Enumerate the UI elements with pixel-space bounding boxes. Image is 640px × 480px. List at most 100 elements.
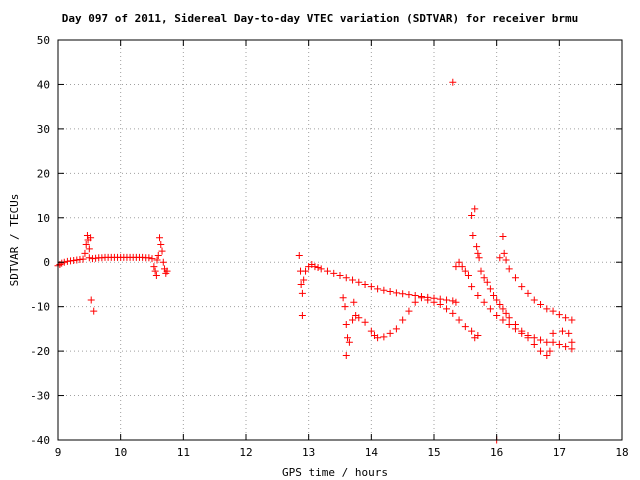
data-point bbox=[405, 307, 413, 315]
data-point bbox=[399, 290, 407, 298]
data-point bbox=[461, 323, 469, 331]
x-tick-label: 11 bbox=[177, 446, 190, 459]
data-point bbox=[163, 267, 171, 275]
data-point bbox=[474, 332, 482, 340]
data-point bbox=[342, 352, 350, 360]
data-point bbox=[355, 314, 363, 322]
data-point bbox=[518, 283, 526, 291]
data-point bbox=[430, 298, 438, 306]
data-point bbox=[496, 300, 504, 308]
data-point bbox=[345, 338, 353, 346]
y-tick-label: 0 bbox=[43, 256, 50, 269]
data-point bbox=[486, 285, 494, 293]
data-point bbox=[330, 269, 338, 277]
data-point bbox=[530, 296, 538, 304]
data-point bbox=[455, 316, 463, 324]
data-point bbox=[339, 294, 347, 302]
data-point bbox=[468, 212, 476, 220]
axis-ticks bbox=[57, 39, 623, 441]
data-point bbox=[518, 329, 526, 337]
data-point bbox=[314, 264, 322, 272]
data-point bbox=[424, 296, 432, 304]
data-point bbox=[361, 318, 369, 326]
data-point bbox=[436, 300, 444, 308]
data-point bbox=[341, 303, 349, 311]
data-point bbox=[443, 296, 451, 304]
data-point bbox=[505, 314, 513, 322]
data-points bbox=[54, 78, 576, 444]
data-point bbox=[87, 234, 95, 242]
data-point bbox=[159, 258, 167, 266]
data-point bbox=[342, 274, 350, 282]
x-tick-label: 15 bbox=[427, 446, 440, 459]
data-point bbox=[471, 205, 479, 213]
x-tick-label: 13 bbox=[302, 446, 315, 459]
data-point bbox=[511, 325, 519, 333]
data-point bbox=[443, 305, 451, 313]
data-point bbox=[317, 265, 325, 273]
data-point bbox=[555, 340, 563, 348]
data-point bbox=[461, 267, 469, 275]
data-point bbox=[344, 334, 352, 342]
y-tick-label: -10 bbox=[30, 301, 50, 314]
x-tick-label: 12 bbox=[239, 446, 252, 459]
data-point bbox=[524, 289, 532, 297]
data-point bbox=[562, 343, 570, 351]
y-tick-label: 10 bbox=[37, 212, 50, 225]
data-point bbox=[336, 272, 344, 280]
data-point bbox=[449, 309, 457, 317]
y-tick-label: -40 bbox=[30, 434, 50, 447]
data-point bbox=[411, 298, 419, 306]
data-point bbox=[392, 289, 400, 297]
data-point bbox=[311, 263, 319, 271]
data-point bbox=[154, 252, 162, 260]
chart-title: Day 097 of 2011, Sidereal Day-to-day VTE… bbox=[62, 12, 579, 25]
y-tick-label: -20 bbox=[30, 345, 50, 358]
data-point bbox=[475, 254, 483, 262]
data-point bbox=[474, 292, 482, 300]
data-point bbox=[558, 327, 566, 335]
y-tick-label: 20 bbox=[37, 167, 50, 180]
data-point bbox=[300, 276, 308, 284]
data-point bbox=[483, 278, 491, 286]
data-point bbox=[148, 255, 156, 263]
data-point bbox=[87, 296, 95, 304]
y-tick-label: -30 bbox=[30, 390, 50, 403]
data-point bbox=[511, 274, 519, 282]
data-point bbox=[505, 265, 513, 273]
data-point bbox=[458, 263, 466, 271]
data-point bbox=[151, 267, 159, 275]
data-point bbox=[392, 325, 400, 333]
data-point bbox=[493, 312, 501, 320]
data-point bbox=[297, 280, 305, 288]
data-point bbox=[150, 263, 158, 271]
data-point bbox=[477, 267, 485, 275]
data-point bbox=[500, 249, 508, 257]
data-point bbox=[464, 272, 472, 280]
data-point bbox=[530, 334, 538, 342]
data-point bbox=[298, 289, 306, 297]
data-point bbox=[505, 320, 513, 328]
x-tick-labels: 9 10 11 12 13 14 15 16 17 18 bbox=[55, 446, 629, 459]
data-point bbox=[480, 274, 488, 282]
y-axis-label: SDTVAR / TECUs bbox=[8, 194, 21, 287]
data-point bbox=[474, 249, 482, 257]
data-point bbox=[380, 333, 388, 341]
data-point bbox=[524, 332, 532, 340]
data-point bbox=[555, 311, 563, 319]
data-point bbox=[399, 316, 407, 324]
data-point bbox=[568, 345, 576, 353]
data-point bbox=[145, 254, 153, 262]
data-point bbox=[158, 247, 166, 255]
data-point bbox=[473, 243, 481, 251]
data-point bbox=[367, 283, 375, 291]
x-tick-label: 17 bbox=[553, 446, 566, 459]
y-tick-label: 50 bbox=[37, 34, 50, 47]
data-point bbox=[417, 294, 425, 302]
data-point bbox=[546, 347, 554, 355]
data-point bbox=[452, 298, 460, 306]
data-point bbox=[298, 312, 306, 320]
data-point bbox=[85, 254, 93, 262]
y-tick-label: 40 bbox=[37, 78, 50, 91]
data-point bbox=[449, 297, 457, 305]
